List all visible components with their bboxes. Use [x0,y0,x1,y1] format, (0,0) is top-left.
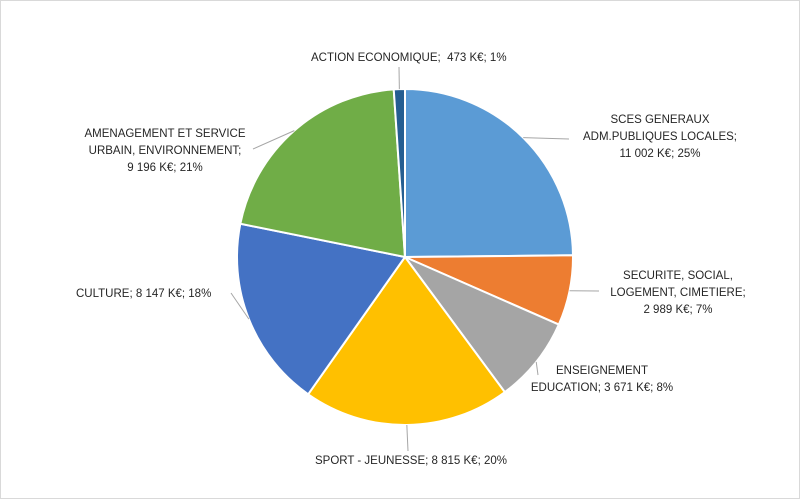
data-label-securite-social: SECURITE, SOCIAL, LOGEMENT, CIMETIERE; 2… [610,270,746,316]
pie-slice-amenagement-et-service-urbain-environnement [239,88,407,259]
leader-line [406,424,409,452]
pie-slice-enseignement-education [401,254,561,394]
data-label-amenagement: AMENAGEMENT ET SERVICE URBAIN, ENVIRONNE… [84,128,246,174]
data-label-sces-generaux: SCES GENERAUX ADM.PUBLIQUES LOCALES; 11 … [582,114,738,160]
pie-slice-sces-generaux-adm-publiques-locales [404,87,575,259]
leader-line [523,137,570,140]
leader-lines [230,66,600,452]
data-label-enseignement: ENSEIGNEMENT EDUCATION; 3 671 K€; 8% [530,365,674,394]
leader-line [230,292,250,320]
data-label-action-economique: ACTION ECONOMIQUE; 473 K€; 1% [311,52,507,64]
data-label-culture: CULTURE; 8 147 K€; 18% [76,288,212,300]
leader-line [252,130,295,150]
pie-slice-sport-jeunesse [306,255,507,426]
leader-line [535,361,539,376]
data-label-sport-jeunesse: SPORT - JEUNESSE; 8 815 K€; 20% [315,455,507,467]
pie-slices [236,87,575,426]
